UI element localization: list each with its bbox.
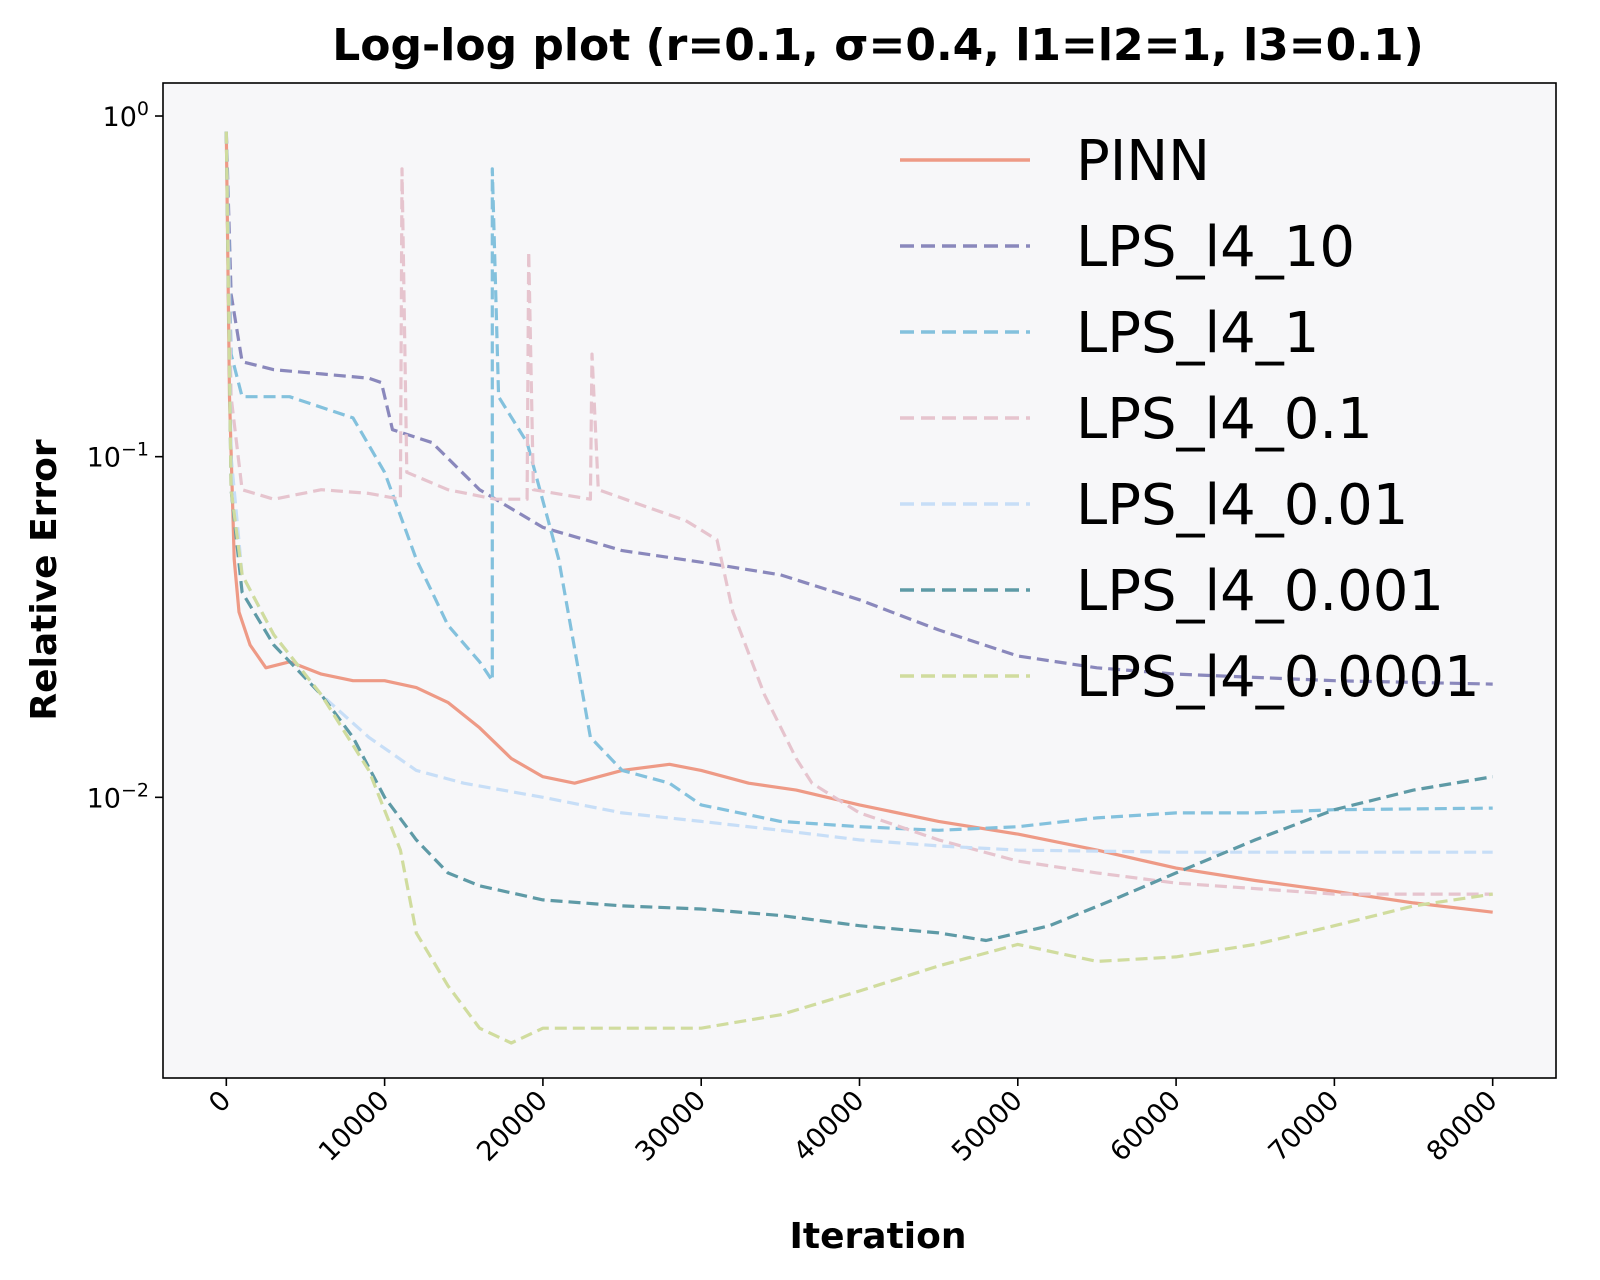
x-tick-label: 60000 xyxy=(1104,1085,1187,1168)
series-line-3 xyxy=(224,131,1493,896)
legend-label: LPS_l4_0.01 xyxy=(1076,473,1408,538)
legend: PINN LPS_l4_10 LPS_l4_1 LPS_l4_0.1 LPS_l4_0.… xyxy=(900,129,1480,710)
x-tick-label: 80000 xyxy=(1421,1085,1504,1168)
series-lines xyxy=(224,131,1493,1045)
y-tick-label: 10−1 xyxy=(87,439,149,474)
x-tick-label: 50000 xyxy=(946,1085,1029,1168)
x-axis-ticks: 0 10000 20000 30000 40000 50000 60000 70000 8000… xyxy=(203,1078,1504,1168)
legend-label: LPS_l4_10 xyxy=(1076,215,1355,280)
y-tick-label: 100 xyxy=(103,98,149,133)
series-line-1 xyxy=(224,131,1493,686)
series-line-2 xyxy=(224,131,1493,832)
y-axis-ticks: 100 10−1 10−2 xyxy=(87,98,163,814)
legend-label: LPS_l4_0.0001 xyxy=(1076,645,1480,710)
legend-label: LPS_l4_0.001 xyxy=(1076,559,1444,624)
x-axis-label: Iteration xyxy=(790,1216,967,1257)
chart-title: Log-log plot (r=0.1, σ=0.4, l1=l2=1, l3=… xyxy=(332,20,1423,71)
x-tick-label: 70000 xyxy=(1263,1085,1346,1168)
plot-background xyxy=(162,82,1557,1079)
x-tick-label: 20000 xyxy=(471,1085,554,1168)
x-tick-label: 10000 xyxy=(313,1085,396,1168)
y-axis-label: Relative Error xyxy=(24,439,65,721)
series-line-6 xyxy=(224,131,1493,1045)
series-line-4 xyxy=(224,131,1493,854)
x-tick-label: 0 xyxy=(203,1085,237,1119)
y-tick-label: 10−2 xyxy=(87,779,149,814)
x-tick-label: 30000 xyxy=(629,1085,712,1168)
legend-label: LPS_l4_0.1 xyxy=(1076,387,1373,452)
x-tick-label: 40000 xyxy=(788,1085,871,1168)
series-line-0 xyxy=(224,131,1493,914)
legend-label: PINN xyxy=(1076,129,1210,194)
legend-label: LPS_l4_1 xyxy=(1076,301,1319,366)
